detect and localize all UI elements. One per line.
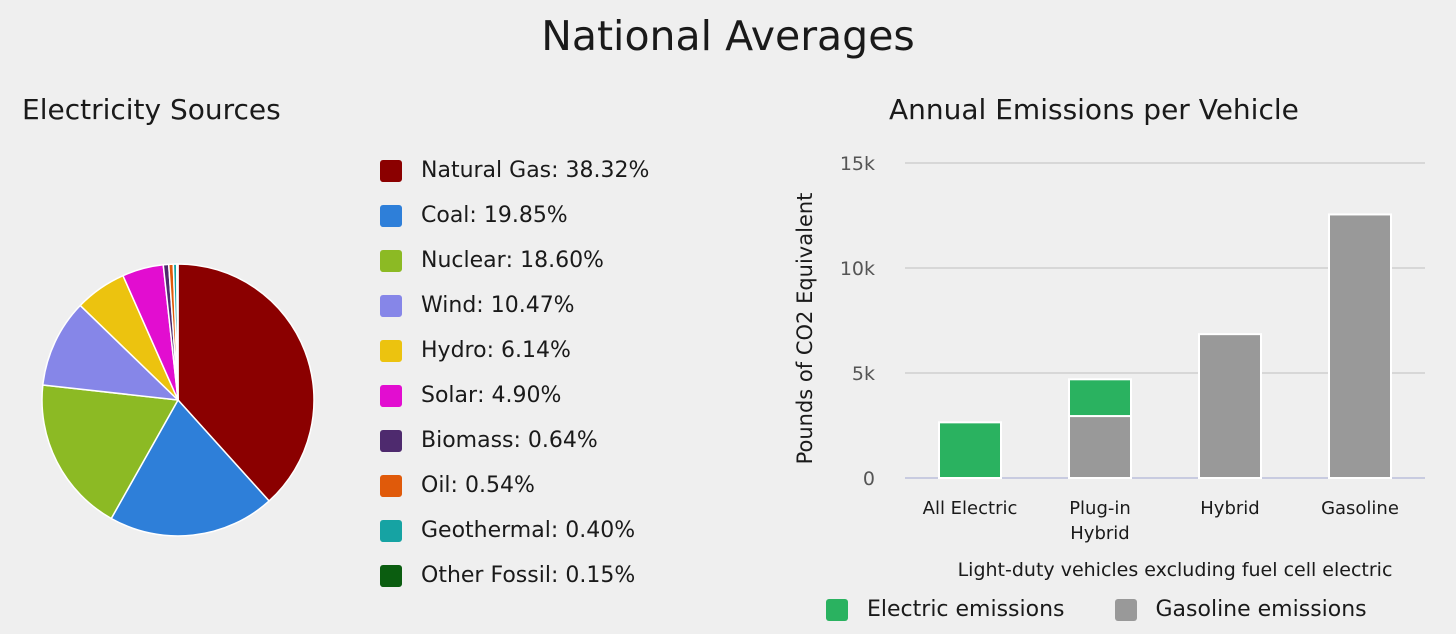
bar-hybrid-gasoline-emissions[interactable] [1198,333,1262,479]
legend-label: Geothermal [421,518,551,543]
legend-swatch [1114,598,1137,621]
pie-chart [41,263,315,537]
x-tick-label: All Electric [923,498,1018,519]
legend-label: Other Fossil [421,563,551,588]
bar-chart-title: Annual Emissions per Vehicle [889,93,1299,126]
bar-all-electric-electric-emissions[interactable] [938,421,1002,480]
x-tick-label: Hybrid [1070,523,1129,544]
legend-label: Electric emissions [867,597,1065,622]
y-tick-label: 15k [840,153,875,175]
legend-separator: : [486,338,501,363]
legend-label: Natural Gas [421,158,552,183]
legend-separator: : [476,293,491,318]
legend-label: Wind [421,293,477,318]
legend-value: 6.14% [500,338,571,363]
legend-label: Gasoline emissions [1155,597,1367,622]
pie-slice-natural-gas[interactable] [177,263,315,502]
bar-plug-in-hybrid-electric-emissions[interactable] [1068,378,1132,418]
pie-slice-nuclear[interactable] [41,384,179,520]
legend-swatch [380,384,402,407]
legend-swatch [380,204,402,227]
legend-label: Biomass [421,428,514,453]
legend-item-geothermal[interactable]: Geothermal: 0.40% [380,508,649,553]
bar-gasoline-gasoline-emissions[interactable] [1328,213,1392,479]
legend-label: Coal [421,203,470,228]
legend-swatch [380,474,402,497]
x-tick-label: Gasoline [1321,498,1399,519]
legend-separator: : [469,203,484,228]
legend-swatch [380,519,402,542]
legend-separator: : [551,158,566,183]
y-axis-title: Pounds of CO2 Equivalent [793,193,817,465]
y-tick-label: 5k [852,363,875,385]
x-tick-label: Hybrid [1200,498,1259,519]
legend-item-nuclear[interactable]: Nuclear: 18.60% [380,238,649,283]
legend-separator: : [550,563,566,588]
legend-item-coal[interactable]: Coal: 19.85% [380,193,649,238]
legend-swatch [380,564,402,587]
legend-value: 0.40% [565,518,636,543]
legend-item-oil[interactable]: Oil: 0.54% [380,463,649,508]
bar-legend-item-electric-emissions[interactable]: Electric emissions [826,597,1065,622]
legend-value: 18.60% [520,248,604,273]
legend-value: 0.15% [565,563,636,588]
legend-separator: : [550,518,566,543]
legend-swatch [380,159,402,182]
legend-label: Nuclear [421,248,506,273]
x-axis-title: Light-duty vehicles excluding fuel cell … [958,559,1393,581]
legend-swatch [380,429,402,452]
legend-value: 38.32% [565,158,650,183]
legend-item-natural-gas[interactable]: Natural Gas: 38.32% [380,148,649,193]
legend-swatch [380,339,402,362]
y-tick-label: 0 [863,468,875,490]
bar-legend: Electric emissions Gasoline emissions [826,597,1367,622]
legend-label: Solar [421,383,478,408]
pie-chart-title: Electricity Sources [22,93,281,126]
legend-value: 19.85% [483,203,568,228]
legend-value: 4.90% [491,383,562,408]
bar-chart: 0 5k 10k 15k Pounds of CO2 Equivalent All Ele… [793,153,1425,581]
legend-swatch [826,598,848,621]
legend-value: 0.54% [464,473,535,498]
legend-item-biomass[interactable]: Biomass: 0.64% [380,418,649,463]
x-tick-label: Plug-in [1069,498,1131,519]
legend-value: 0.64% [527,428,598,453]
legend-separator: : [513,428,528,453]
legend-label: Oil [421,473,451,498]
legend-swatch [380,249,402,272]
legend-label: Hydro [421,338,487,363]
pie-slice-other-fossil[interactable] [175,263,179,401]
pie-legend: Natural Gas: 38.32% Coal: 19.85% Nuclear: … [380,148,649,598]
legend-separator: : [505,248,521,273]
legend-item-other-fossil[interactable]: Other Fossil: 0.15% [380,553,649,598]
legend-item-solar[interactable]: Solar: 4.90% [380,373,649,418]
legend-separator: : [450,473,465,498]
legend-separator: : [477,383,492,408]
legend-value: 10.47% [490,293,575,318]
page-title: National Averages [541,12,915,60]
y-tick-label: 10k [840,258,875,280]
legend-item-wind[interactable]: Wind: 10.47% [380,283,649,328]
legend-item-hydro[interactable]: Hydro: 6.14% [380,328,649,373]
bar-plug-in-hybrid-gasoline-emissions[interactable] [1068,415,1132,479]
pie-slice-wind[interactable] [42,304,179,401]
pie-slice-coal[interactable] [110,399,270,537]
legend-swatch [380,294,402,317]
bar-legend-item-gasoline-emissions[interactable]: Gasoline emissions [1114,597,1367,622]
